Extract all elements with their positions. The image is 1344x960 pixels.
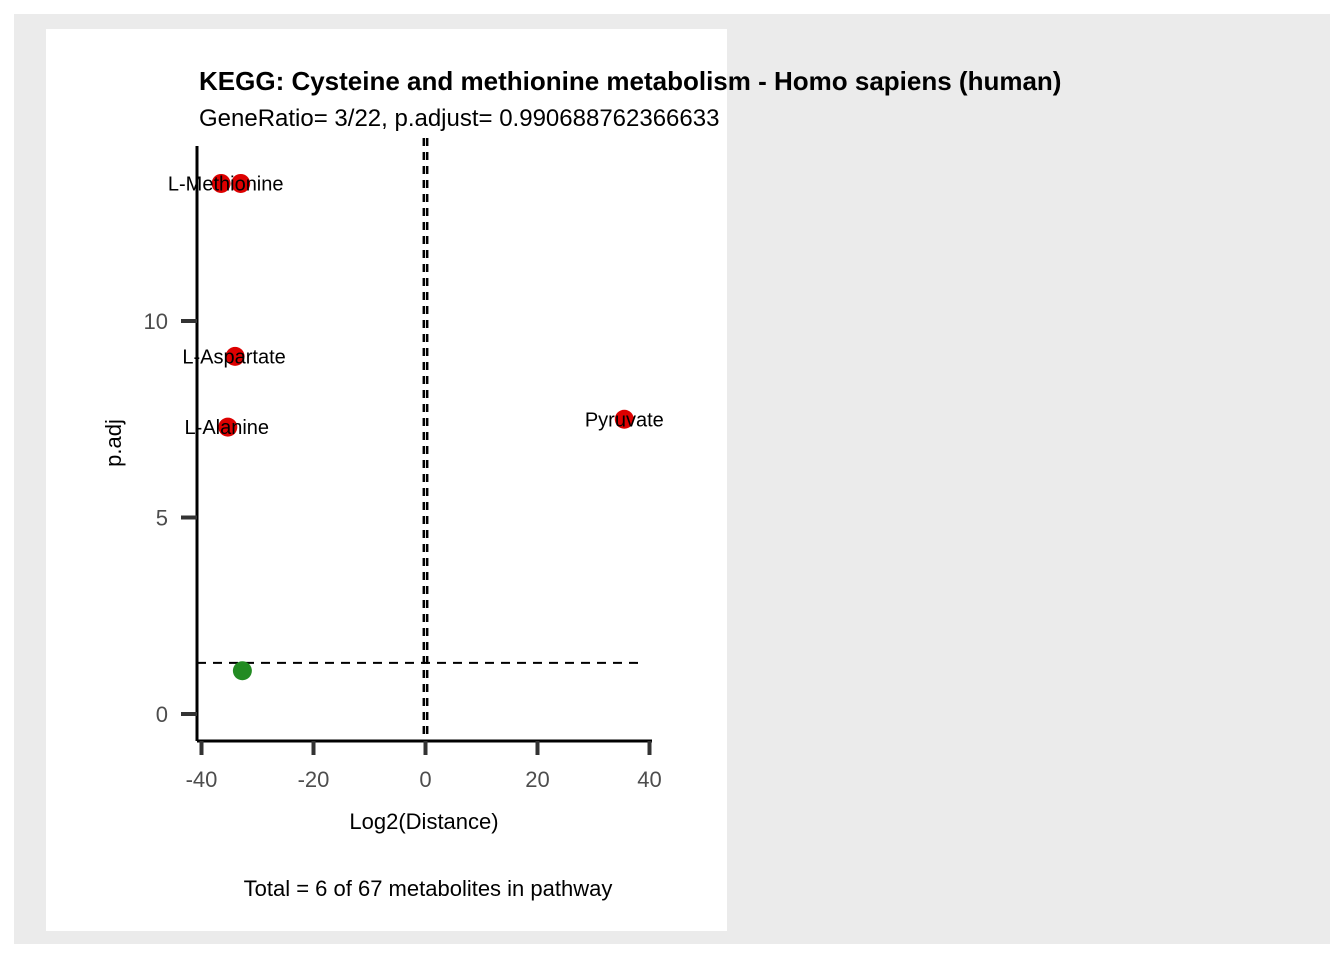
y-tick-label: 0: [156, 702, 168, 727]
data-point: [231, 173, 251, 193]
data-point: [232, 661, 252, 681]
data-point: [218, 417, 238, 437]
data-point: [225, 346, 245, 366]
chart-caption: Total = 6 of 67 metabolites in pathway: [244, 876, 613, 901]
x-axis-label: Log2(Distance): [349, 809, 498, 834]
point-label: L-Methionine: [168, 173, 284, 195]
axes: -40 -20 0 20 40 0 5 10: [144, 146, 662, 792]
x-tick-label: -40: [186, 767, 218, 792]
y-tick-label: 5: [156, 506, 168, 531]
y-tick-label: 10: [144, 309, 168, 334]
x-tick-label: 0: [419, 767, 431, 792]
plot-panel: [46, 29, 727, 931]
point-labels-layer: L-Methionine L-Aspartate L-Alanine Pyruvate: [168, 173, 664, 439]
data-point: [211, 173, 231, 193]
chart-subtitle: GeneRatio= 3/22, p.adjust= 0.99068876236…: [199, 105, 719, 132]
points-layer: [211, 173, 634, 681]
x-tick-label: 20: [525, 767, 549, 792]
x-tick-label: 40: [637, 767, 661, 792]
point-label: L-Aspartate: [182, 346, 285, 368]
point-label: Pyruvate: [585, 409, 664, 431]
x-tick-label: -20: [298, 767, 330, 792]
point-label: L-Alanine: [185, 417, 270, 439]
reference-lines: [197, 138, 645, 741]
data-point: [614, 409, 634, 429]
y-axis-label: p.adj: [101, 419, 126, 467]
chart-title: KEGG: Cysteine and methionine metabolism…: [199, 66, 1061, 96]
